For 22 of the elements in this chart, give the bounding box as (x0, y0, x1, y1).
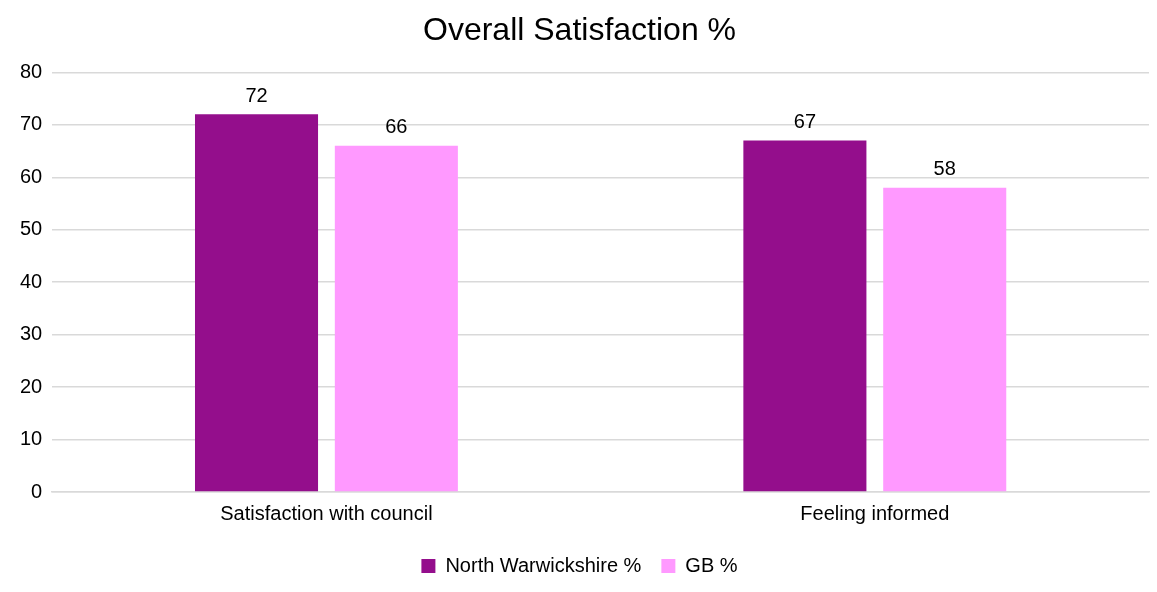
y-tick-label: 40 (20, 269, 43, 292)
x-tick-label: Feeling informed (800, 501, 950, 524)
chart-title: Overall Satisfaction % (422, 11, 737, 48)
data-label: 67 (793, 110, 817, 133)
x-tick-label: Satisfaction with council (220, 501, 433, 524)
y-tick-label: 50 (20, 217, 43, 240)
y-tick-label: 80 (20, 59, 43, 82)
bar (194, 114, 319, 492)
y-tick-label: 70 (20, 112, 43, 135)
bar (334, 145, 458, 492)
data-label: 72 (245, 83, 268, 106)
data-label: 58 (933, 157, 956, 180)
y-tick-label: 30 (20, 322, 43, 345)
data-label: 66 (385, 115, 408, 138)
y-tick-label: 10 (20, 427, 43, 450)
y-tick-label: 20 (20, 374, 43, 397)
legend-label: North Warwickshire % (445, 553, 642, 576)
legend-label: GB % (685, 553, 738, 576)
y-tick-label: 60 (20, 164, 43, 187)
bar (743, 140, 867, 492)
bar (883, 187, 1007, 492)
y-tick-label: 0 (31, 479, 43, 502)
